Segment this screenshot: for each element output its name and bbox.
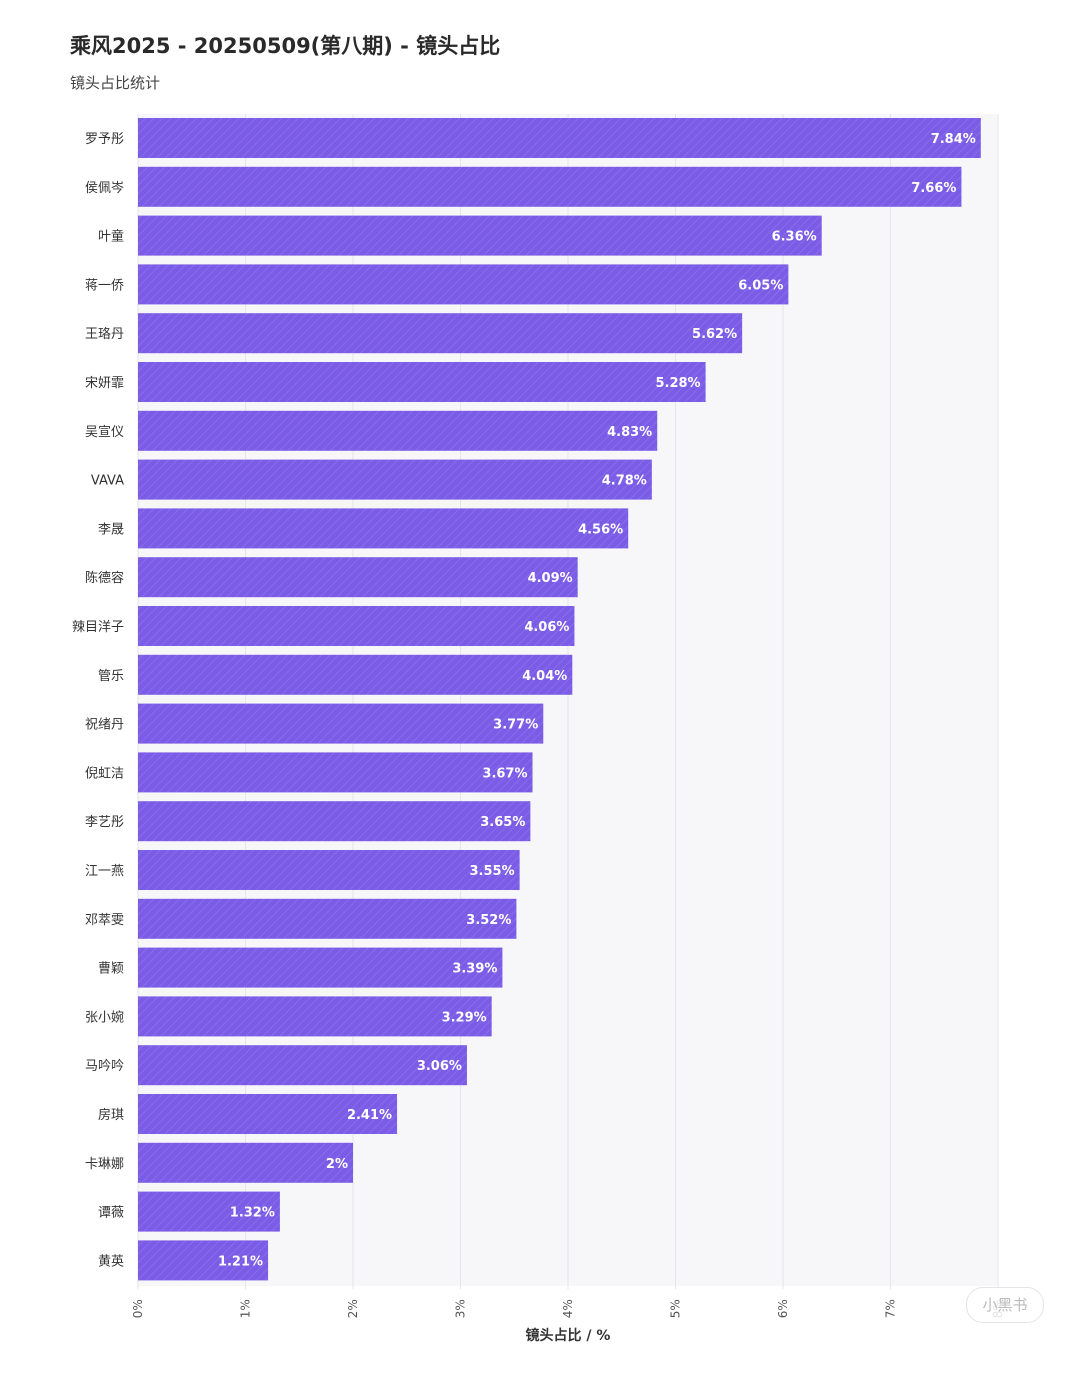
bar-value-label: 1.21% — [218, 1254, 263, 1269]
category-label: 倪虹洁 — [85, 766, 124, 781]
bar-texture — [138, 947, 503, 988]
bar-value-label: 4.78% — [602, 474, 647, 489]
bar-texture — [138, 850, 520, 890]
bar-texture — [138, 752, 533, 793]
x-tick-label: 3% — [454, 1299, 468, 1318]
bar-value-label: 5.28% — [655, 376, 700, 391]
category-label: 张小婉 — [85, 1009, 124, 1025]
bar-texture — [138, 1240, 269, 1281]
grid-lines — [137, 114, 999, 1290]
bar-texture — [138, 1045, 467, 1086]
bar-texture — [138, 557, 578, 598]
watermark: 小黑书 — [966, 1287, 1044, 1323]
x-axis-label: 镜头占比 / % — [526, 1327, 611, 1344]
bar-value-label: 3.06% — [417, 1059, 462, 1074]
bar-value-label: 2% — [326, 1157, 348, 1172]
x-axis-ticks: 0%1%2%3%4%5%6%7%8% — [131, 1299, 1005, 1318]
bar-value-label: 3.67% — [482, 766, 527, 781]
x-tick-label: 7% — [884, 1299, 898, 1318]
category-label: 曹颖 — [98, 962, 124, 977]
category-label: 黄英 — [98, 1254, 124, 1269]
bar-texture — [138, 606, 575, 646]
category-label: 侯佩岑 — [85, 181, 124, 196]
bar-value-label: 5.62% — [692, 327, 737, 342]
bar-texture — [138, 996, 492, 1037]
category-label: 王珞丹 — [85, 327, 124, 342]
category-label: 叶童 — [98, 229, 124, 245]
bar-texture — [138, 313, 743, 354]
chart-subtitle: 镜头占比统计 — [70, 74, 161, 92]
bar-value-label: 3.55% — [470, 864, 515, 879]
bar-texture — [138, 459, 652, 500]
bar-texture — [138, 264, 789, 305]
bar-value-label: 3.39% — [452, 962, 497, 977]
bar-texture — [138, 1094, 398, 1134]
category-label: 辣目洋子 — [72, 620, 124, 635]
bar-value-label: 4.56% — [578, 522, 623, 537]
bar-texture — [138, 1142, 353, 1183]
category-label: 吴宣仪 — [85, 424, 124, 440]
bar-value-label: 4.83% — [607, 425, 652, 440]
x-tick-label: 5% — [669, 1299, 683, 1318]
bar-texture — [138, 410, 658, 451]
x-tick-label: 0% — [131, 1299, 145, 1318]
bar-texture — [138, 362, 706, 402]
bar-value-label: 3.52% — [466, 913, 511, 928]
bar-value-label: 7.66% — [911, 181, 956, 196]
bar-value-label: 1.32% — [230, 1206, 275, 1221]
bar-value-label: 7.84% — [931, 132, 976, 147]
x-tick-label: 6% — [776, 1299, 790, 1318]
bar-texture — [138, 1191, 280, 1232]
bar-texture — [138, 508, 629, 549]
category-label: 李晟 — [98, 522, 124, 537]
category-label: 祝绪丹 — [85, 718, 124, 733]
category-label: 管乐 — [98, 669, 124, 684]
bar-value-label: 6.05% — [738, 278, 783, 293]
category-label: 房琪 — [98, 1107, 124, 1123]
bar-texture — [138, 166, 962, 207]
chart-title: 乘风2025 - 20250509(第八期) - 镜头占比 — [70, 34, 501, 58]
bar-value-label: 6.36% — [772, 230, 817, 245]
category-label: 谭薇 — [98, 1206, 124, 1221]
category-label: 蒋一侨 — [85, 278, 124, 293]
category-label: 罗予彤 — [85, 132, 124, 147]
bar-texture — [138, 703, 544, 744]
category-label: 卡琳娜 — [85, 1157, 124, 1172]
bar-value-label: 3.29% — [442, 1010, 487, 1025]
bar-value-label: 2.41% — [347, 1108, 392, 1123]
category-label: 李艺彤 — [85, 815, 124, 830]
category-label: 陈德容 — [85, 570, 124, 586]
bar-value-label: 3.65% — [480, 815, 525, 830]
x-tick-label: 4% — [561, 1299, 575, 1318]
bars: 罗予彤 7.84% 侯佩岑 7.66% 叶童 6.36% 蒋一侨 6.05% 王珞丹 5.62% 宋… — [72, 118, 981, 1281]
category-label: 马吟吟 — [85, 1058, 124, 1074]
bar-texture — [138, 118, 981, 158]
bar-value-label: 4.04% — [522, 669, 567, 684]
bar-value-label: 3.77% — [493, 718, 538, 733]
bar-value-label: 4.09% — [528, 571, 573, 586]
x-tick-label: 2% — [346, 1299, 360, 1318]
category-label: 邓萃雯 — [85, 913, 124, 928]
category-label: 江一燕 — [85, 864, 124, 879]
bar-texture — [138, 801, 531, 842]
bar-value-label: 4.06% — [524, 620, 569, 635]
category-label: VAVA — [91, 474, 124, 489]
bar-texture — [138, 215, 822, 256]
x-tick-label: 1% — [239, 1299, 253, 1318]
bar-texture — [138, 654, 573, 695]
category-label: 宋妍霏 — [85, 376, 124, 391]
bar-texture — [138, 898, 517, 939]
